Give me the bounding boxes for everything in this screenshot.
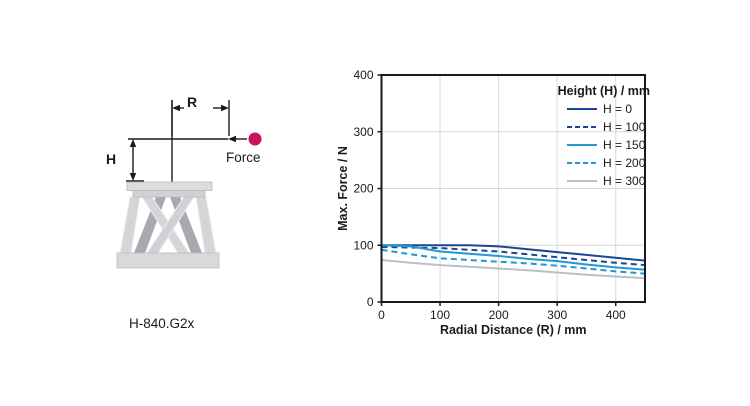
hexapod-top-plate-tier [132,190,206,198]
legend-item-label: H = 100 [603,120,646,134]
series-line [381,244,646,271]
x-tick-label: 0 [378,308,385,322]
y-tick-label: 0 [367,295,374,309]
x-tick-label: 400 [606,308,626,322]
legend-item-label: H = 200 [603,156,646,170]
max-force-chart: 0 100 200 300 400 0 100 200 300 400 Radial Distanc… [336,68,650,337]
hexapod-leg [119,196,141,254]
force-point-dot [248,132,262,146]
legend-title: Height (H) / mm [558,84,650,98]
hexapod-base-plate [116,252,220,269]
hexapod-top-plate [126,181,213,191]
legend-item-label: H = 300 [603,174,646,188]
hexapod-body [116,181,220,269]
series-line [381,248,646,275]
y-tick-label: 400 [353,68,373,82]
series-line [381,244,646,262]
series-line [381,246,646,267]
x-axis-label: Radial Distance (R) / mm [440,323,587,337]
r-dimension-label: R [187,94,198,110]
force-arrowhead-icon [228,135,236,143]
series-line [381,259,646,280]
h-dimension-label: H [106,151,117,167]
x-tick-label: 200 [489,308,509,322]
h-arrowhead-top-icon [129,139,137,147]
y-tick-label: 100 [353,238,373,252]
r-arrowhead-left-icon [172,104,180,112]
hexapod-diagram [116,100,262,269]
x-tick-label: 300 [547,308,567,322]
r-arrowhead-right-icon [221,104,229,112]
force-label: Force [226,150,261,165]
h-arrowhead-bottom-icon [129,173,137,181]
model-name-label: H-840.G2x [129,316,195,331]
x-tick-label: 100 [430,308,450,322]
dimension-lines [126,100,247,183]
y-axis-label: Max. Force / N [336,146,350,231]
y-tick-label: 300 [353,125,373,139]
hexapod-leg [195,196,217,254]
y-tick-label: 200 [353,182,373,196]
legend-item-label: H = 150 [603,138,646,152]
legend-item-label: H = 0 [603,102,632,116]
